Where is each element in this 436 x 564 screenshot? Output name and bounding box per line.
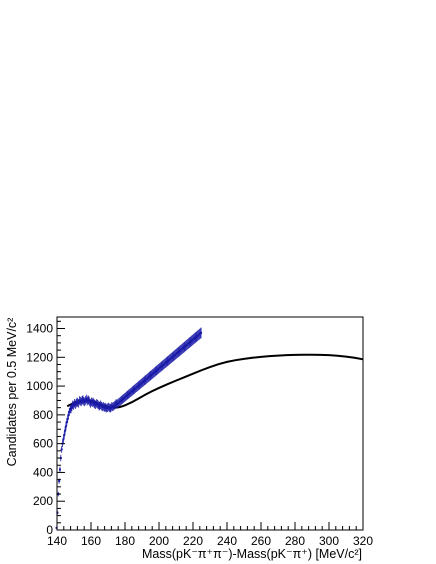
data-point: [102, 402, 105, 411]
data-marker: [63, 434, 66, 437]
x-tick-label: 260: [251, 534, 271, 548]
data-point: [75, 399, 78, 408]
data-marker: [88, 400, 91, 403]
x-tick-label: 140: [47, 534, 67, 548]
data-point: [88, 397, 91, 407]
data-point: [94, 400, 97, 410]
data-marker: [200, 331, 203, 334]
data-marker: [86, 400, 89, 403]
y-tick-label: 400: [33, 465, 53, 479]
data-marker: [70, 408, 73, 411]
data-point: [86, 396, 89, 406]
data-point: [60, 445, 63, 453]
data-marker: [66, 418, 69, 421]
x-axis-title: Mass(pK⁻π⁺π⁻)-Mass(pK⁻π⁺) [MeV/c²]: [142, 547, 362, 561]
data-marker: [99, 403, 102, 406]
y-tick-label: 800: [33, 408, 53, 422]
data-point: [109, 403, 112, 412]
data-marker: [85, 398, 88, 401]
data-point: [64, 422, 67, 431]
data-marker: [89, 402, 92, 405]
y-axis-title: Candidates per 0.5 MeV/c²: [5, 318, 19, 467]
x-tick-label: 240: [217, 534, 237, 548]
y-tick-label: 200: [33, 494, 53, 508]
data-marker: [68, 410, 71, 413]
data-marker: [67, 413, 70, 416]
plot-frame: [56, 316, 364, 531]
data-point: [64, 426, 67, 435]
data-point: [58, 466, 61, 473]
data-point: [74, 400, 77, 410]
data-point: [80, 397, 83, 407]
data-marker: [64, 429, 67, 432]
data-point: [97, 400, 100, 410]
data-marker: [58, 480, 61, 483]
x-tick-label: 280: [285, 534, 305, 548]
data-marker: [109, 406, 112, 409]
data-point: [87, 396, 90, 405]
data-marker: [73, 402, 76, 405]
fit-curve: [66, 353, 364, 409]
data-point: [200, 327, 203, 339]
y-tick-label: 1400: [26, 322, 53, 336]
data-marker: [72, 404, 75, 407]
data-marker: [77, 402, 80, 405]
data-marker: [74, 403, 77, 406]
data-marker: [94, 403, 97, 406]
data-marker: [60, 448, 63, 451]
data-marker: [97, 403, 100, 406]
data-point: [62, 435, 65, 443]
data-marker: [70, 405, 73, 408]
data-point: [114, 400, 117, 410]
data-marker: [84, 399, 87, 402]
x-tick-label: 220: [183, 534, 203, 548]
x-tick-label: 160: [81, 534, 101, 548]
y-tick-label: 600: [33, 437, 53, 451]
y-tick-label: 0: [46, 523, 53, 537]
data-marker: [83, 400, 86, 403]
data-marker: [80, 400, 83, 403]
data-point: [73, 399, 76, 408]
x-tick-label: 320: [353, 534, 373, 548]
data-marker: [64, 425, 67, 428]
data-marker: [114, 403, 117, 406]
data-marker: [87, 399, 90, 402]
data-point: [84, 396, 87, 405]
data-point: [92, 397, 95, 407]
y-tick-label: 1200: [26, 350, 53, 364]
data-point: [99, 400, 102, 410]
data-point: [81, 395, 84, 405]
data-marker: [58, 468, 61, 471]
x-tick-label: 200: [149, 534, 169, 548]
axes-layer: 140 160 180 200 220 240 260 280 300 320 0 200 400 600…: [26, 316, 373, 548]
y-tick-label: 1000: [26, 379, 53, 393]
data-point: [66, 415, 69, 424]
data-layer: [55, 327, 203, 529]
data-marker: [62, 438, 65, 441]
fit-layer: [66, 353, 364, 409]
data-point: [63, 431, 66, 439]
data-point: [83, 397, 86, 407]
data-marker: [75, 402, 78, 405]
data-point: [89, 399, 92, 408]
data-marker: [92, 400, 95, 403]
x-tick-label: 300: [319, 534, 339, 548]
data-marker: [102, 405, 105, 408]
data-marker: [81, 398, 84, 401]
data-marker: [65, 421, 68, 424]
x-tick-label: 180: [115, 534, 135, 548]
